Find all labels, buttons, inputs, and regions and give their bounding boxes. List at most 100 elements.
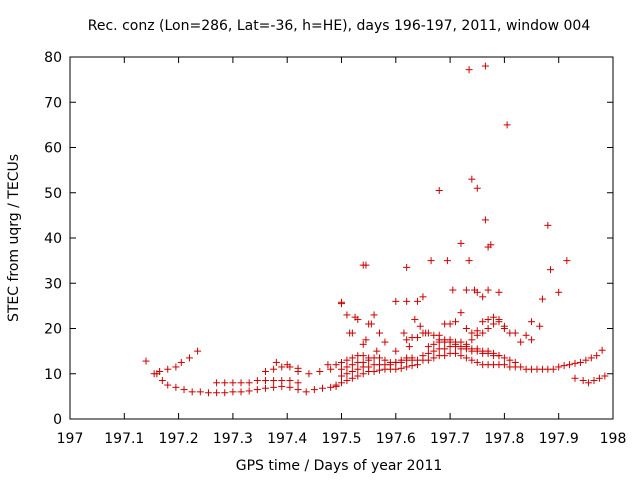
data-point [449, 286, 457, 294]
data-point [479, 318, 487, 326]
data-point [261, 384, 269, 392]
y-axis-label: STEC from uqrg / TECUs [6, 154, 22, 322]
data-point [338, 365, 345, 373]
data-point [278, 363, 286, 371]
data-point [283, 361, 291, 369]
data-point [365, 320, 373, 328]
data-point [316, 367, 324, 375]
data-point [196, 388, 204, 396]
data-point [468, 336, 476, 344]
data-point [261, 377, 269, 385]
data-point [338, 372, 345, 380]
data-point [430, 354, 438, 362]
data-point [473, 288, 481, 296]
data-point [294, 379, 302, 387]
data-point [424, 329, 432, 337]
data-point [424, 356, 432, 364]
data-point [359, 261, 367, 269]
data-point [576, 358, 584, 366]
data-point [348, 374, 356, 382]
data-point [164, 365, 172, 373]
data-point [403, 336, 411, 344]
data-point [538, 295, 546, 303]
data-point [517, 363, 525, 371]
data-point [172, 363, 180, 371]
data-point [544, 221, 552, 229]
data-point [487, 241, 495, 249]
x-tick-label: 197.2 [159, 431, 199, 447]
data-point [370, 311, 378, 319]
data-point [601, 372, 609, 380]
x-axis: 197 197.1 197.2 197.3 197.4 197.5 197.6 197.7 19… [57, 57, 626, 447]
data-point [403, 263, 411, 271]
data-point [338, 379, 345, 387]
data-point [424, 349, 432, 357]
x-tick-label: 197.1 [104, 431, 144, 447]
data-point [253, 377, 261, 385]
data-point [392, 297, 400, 305]
data-point [278, 382, 286, 390]
x-tick-label: 197.5 [321, 431, 361, 447]
x-tick-label: 197.8 [484, 431, 524, 447]
data-point [376, 329, 384, 337]
data-point [343, 377, 351, 385]
data-point [452, 318, 460, 326]
x-tick-label: 197.4 [267, 431, 307, 447]
data-point [465, 66, 473, 74]
data-point [430, 347, 438, 355]
data-point [359, 352, 367, 360]
data-point [522, 331, 530, 339]
data-point [348, 367, 356, 375]
data-point [272, 358, 280, 366]
data-point [555, 288, 563, 296]
data-point [177, 358, 185, 366]
data-point [270, 383, 278, 391]
data-point [462, 343, 470, 351]
data-point [158, 377, 166, 385]
data-point [490, 320, 498, 328]
data-point [245, 387, 253, 395]
data-point [237, 379, 245, 387]
data-point [229, 379, 237, 387]
data-point [381, 356, 389, 364]
data-point [462, 354, 470, 362]
data-point [365, 363, 373, 371]
data-point [563, 257, 571, 265]
data-point [566, 361, 574, 369]
data-point [430, 331, 438, 339]
data-point [286, 383, 294, 391]
data-point [294, 367, 302, 375]
data-point [373, 347, 381, 355]
data-point [237, 388, 245, 396]
data-point [419, 352, 427, 360]
data-point [403, 297, 411, 305]
data-point [411, 315, 419, 323]
data-point [261, 367, 269, 375]
data-point [457, 352, 465, 360]
data-point [414, 297, 422, 305]
x-tick-label: 197 [57, 431, 84, 447]
data-point [528, 336, 536, 344]
data-point [500, 361, 508, 369]
data-point [332, 381, 340, 389]
data-point [452, 340, 460, 348]
data-point [359, 358, 367, 366]
data-point [392, 347, 400, 355]
y-tick-label: 40 [44, 231, 62, 247]
data-point [348, 354, 356, 362]
data-point [443, 257, 451, 265]
data-point [318, 384, 326, 392]
data-point [365, 354, 373, 362]
data-point [517, 338, 525, 346]
data-point [490, 313, 498, 321]
data-point [286, 377, 294, 385]
data-point [500, 354, 508, 362]
data-point [484, 286, 492, 294]
data-point [495, 288, 503, 296]
data-point [549, 365, 557, 373]
data-points [142, 62, 609, 397]
data-point [305, 370, 313, 378]
data-point [354, 315, 362, 323]
data-point [354, 365, 362, 373]
